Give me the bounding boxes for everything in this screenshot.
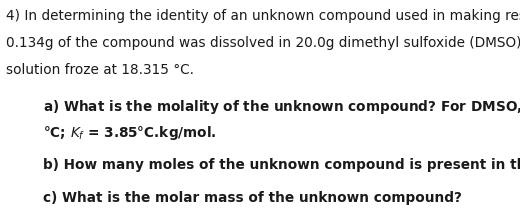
Text: b) How many moles of the unknown compound is present in the solution?: b) How many moles of the unknown compoun…: [43, 158, 520, 172]
Text: c) What is the molar mass of the unknown compound?: c) What is the molar mass of the unknown…: [43, 191, 462, 205]
Text: °C; $K_{f}$ = 3.85°C.kg/mol.: °C; $K_{f}$ = 3.85°C.kg/mol.: [43, 124, 216, 143]
Text: a) What is the molality of the unknown compound? For DMSO, $T_{f}$= 18.52: a) What is the molality of the unknown c…: [43, 98, 520, 116]
Text: solution froze at 18.315 °C.: solution froze at 18.315 °C.: [6, 63, 194, 77]
Text: 4) In determining the identity of an unknown compound used in making resins ,: 4) In determining the identity of an unk…: [6, 9, 520, 23]
Text: 0.134g of the compound was dissolved in 20.0g dimethyl sulfoxide (DMSO). The: 0.134g of the compound was dissolved in …: [6, 36, 520, 50]
